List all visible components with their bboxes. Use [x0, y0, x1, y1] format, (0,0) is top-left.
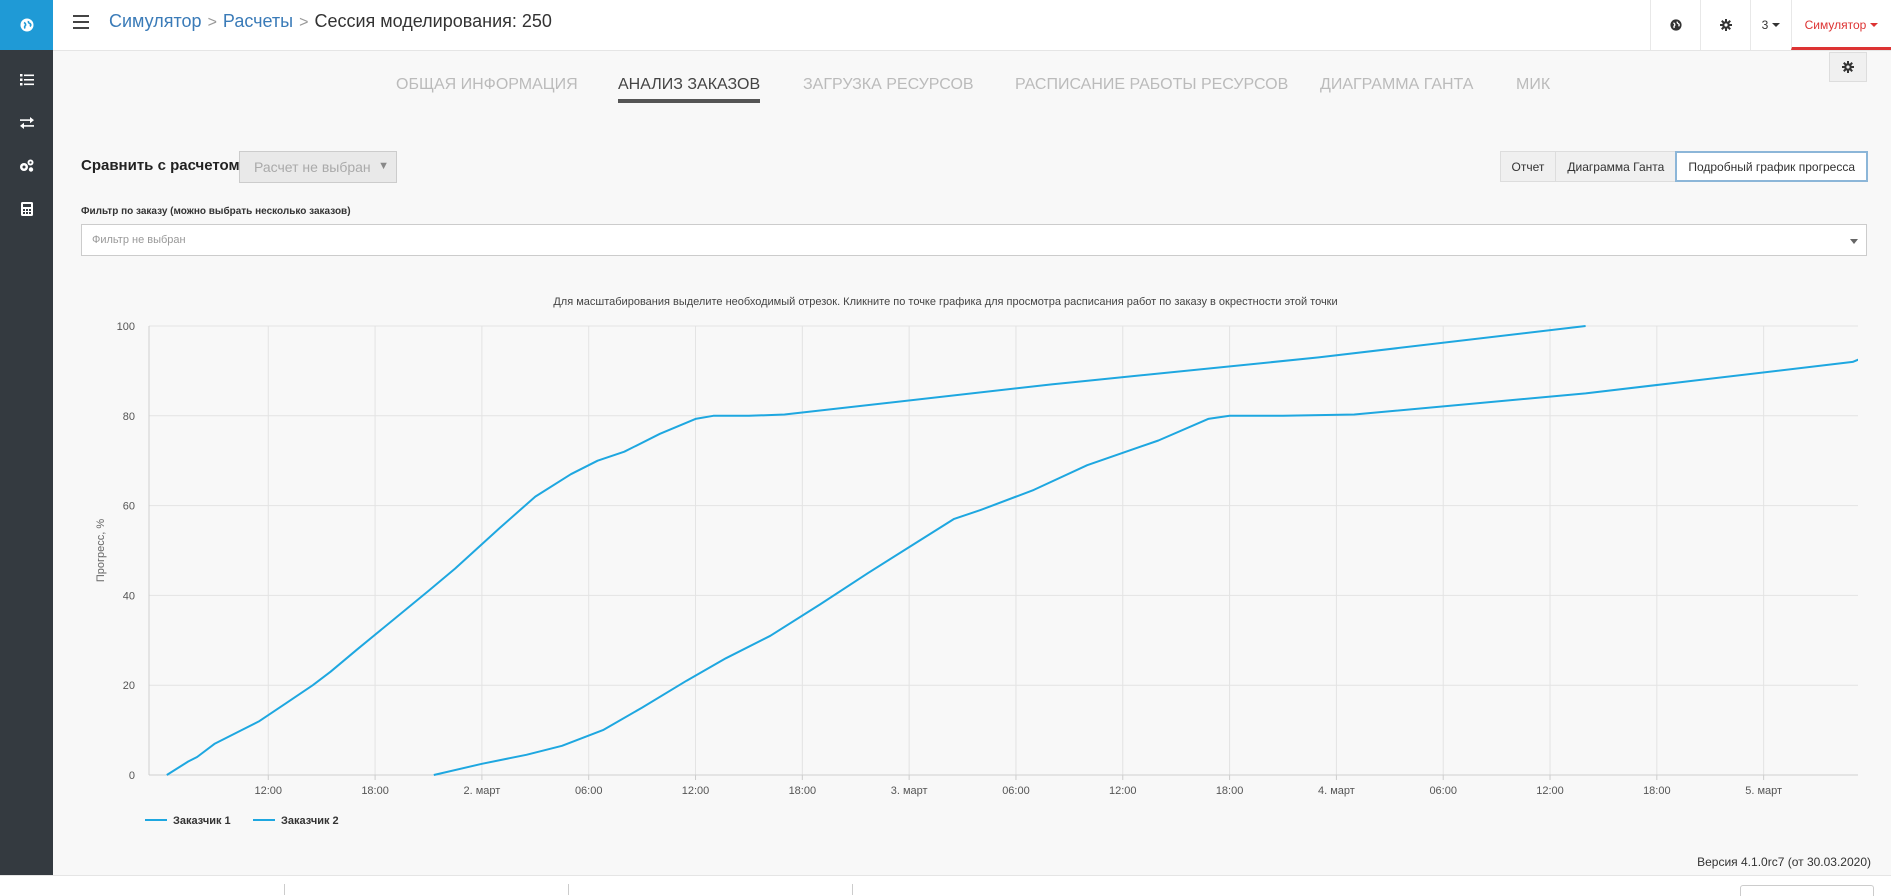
progress-chart[interactable]: Для масштабирования выделите необходимый… [0, 290, 1891, 840]
page-title: Сессия моделирования: 250 [314, 11, 552, 31]
legend-item[interactable]: Заказчик 2 [281, 815, 339, 827]
compare-select-value: Расчет не выбран [254, 159, 371, 175]
sidebar-list-icon[interactable] [0, 58, 53, 101]
x-tick-label: 06:00 [575, 785, 603, 797]
legend-item[interactable]: Заказчик 1 [173, 815, 231, 827]
report-button[interactable]: Отчет [1499, 151, 1557, 182]
series-line-1[interactable] [166, 325, 1586, 776]
x-tick-label: 18:00 [789, 785, 817, 797]
settings-button[interactable] [1700, 0, 1750, 50]
breadcrumb-simulator-link[interactable]: Симулятор [109, 11, 202, 31]
breadcrumb-separator-icon: > [299, 14, 309, 31]
compare-select[interactable]: Расчет не выбран ▼ [239, 151, 397, 183]
order-filter-label: Фильтр по заказу (можно выбрать нескольк… [81, 206, 351, 217]
x-tick-label: 12:00 [255, 785, 283, 797]
x-tick-label: 12:00 [682, 785, 710, 797]
breadcrumb-calculations-link[interactable]: Расчеты [222, 11, 294, 31]
progress-chart-svg[interactable]: 0 20 40 60 80 100 12:00 18:00 2. март 06:00 12:00 1… [0, 290, 1891, 840]
sidebar-exchange-icon[interactable] [0, 101, 53, 144]
gear-icon [1842, 61, 1854, 73]
tab-gantt-chart[interactable]: ДИАГРАММА ГАНТА [1320, 76, 1474, 93]
x-tick-label: 4. март [1318, 785, 1355, 797]
globe-icon [1669, 19, 1682, 31]
breadcrumb: Симулятор > Расчеты > Сессия моделирования: … [109, 11, 552, 32]
count-label: 3 [1761, 18, 1769, 32]
x-tick-label: 06:00 [1002, 785, 1030, 797]
y-tick-label: 100 [117, 321, 135, 333]
logo-globe-icon[interactable] [0, 0, 53, 50]
x-tick-label: 2. март [463, 785, 500, 797]
chevron-down-icon [1772, 23, 1781, 27]
user-menu-dropdown[interactable]: Симулятор [1791, 0, 1891, 50]
sidebar [0, 0, 53, 875]
dropdown-arrow-icon [1850, 239, 1858, 244]
series-line-2[interactable] [433, 326, 1891, 776]
language-globe-button[interactable] [1650, 0, 1700, 50]
tab-mik[interactable]: МИК [1516, 76, 1551, 93]
chevron-down-icon [1870, 23, 1879, 27]
version-label: Версия 4.1.0rc7 (от 30.03.2020) [1697, 855, 1871, 869]
user-menu-label: Симулятор [1804, 18, 1867, 32]
x-tick-label: 12:00 [1536, 785, 1564, 797]
sidebar-calculator-icon[interactable] [0, 187, 53, 230]
y-tick-label: 40 [123, 590, 135, 602]
breadcrumb-separator-icon: > [207, 14, 217, 31]
view-button-group: Отчет Диаграмма Ганта Подробный график п… [1499, 151, 1868, 182]
y-tick-label: 60 [123, 501, 135, 513]
footer-divider [568, 884, 569, 895]
y-tick-label: 20 [123, 680, 135, 692]
y-tick-label: 0 [129, 770, 135, 782]
compare-label: Сравнить с расчетом: [81, 157, 245, 174]
page-settings-button[interactable] [1829, 52, 1867, 82]
chart-hint: Для масштабирования выделите необходимый… [553, 296, 1338, 308]
footer-panel-tab[interactable] [1740, 885, 1874, 896]
plot-area [149, 326, 1858, 775]
x-tick-label: 5. март [1745, 785, 1782, 797]
footer-divider [284, 884, 285, 895]
x-tick-label: 18:00 [361, 785, 389, 797]
tab-resource-schedule[interactable]: РАСПИСАНИЕ РАБОТЫ РЕСУРСОВ [1015, 76, 1289, 93]
y-tick-label: 80 [123, 411, 135, 423]
gear-icon [1719, 19, 1732, 31]
sidebar-gears-icon[interactable] [0, 144, 53, 187]
y-axis-label: Прогресс, % [95, 519, 107, 583]
top-navbar: Симулятор > Расчеты > Сессия моделирования: … [53, 0, 1891, 51]
x-tick-label: 18:00 [1216, 785, 1244, 797]
footer-strip [0, 875, 1891, 896]
tab-general-info[interactable]: ОБЩАЯ ИНФОРМАЦИЯ [396, 76, 578, 93]
gantt-chart-button[interactable]: Диаграмма Ганта [1555, 151, 1677, 182]
x-tick-label: 06:00 [1429, 785, 1457, 797]
tab-resource-load[interactable]: ЗАГРУЗКА РЕСУРСОВ [803, 76, 974, 93]
detailed-progress-button[interactable]: Подробный график прогресса [1675, 151, 1868, 182]
tab-order-analysis[interactable]: АНАЛИЗ ЗАКАЗОВ [618, 76, 761, 103]
x-tick-label: 3. март [891, 785, 928, 797]
count-dropdown[interactable]: 3 [1750, 0, 1791, 50]
x-tick-label: 12:00 [1109, 785, 1137, 797]
order-filter-select[interactable]: Фильтр не выбран [81, 224, 1867, 256]
section-tabs: ОБЩАЯ ИНФОРМАЦИЯ АНАЛИЗ ЗАКАЗОВ ЗАГРУЗКА… [0, 76, 1891, 106]
hamburger-menu-icon[interactable] [73, 15, 89, 31]
x-tick-label: 18:00 [1643, 785, 1671, 797]
footer-divider [852, 884, 853, 895]
dropdown-arrow-icon: ▼ [378, 160, 389, 172]
order-filter-placeholder: Фильтр не выбран [92, 234, 186, 246]
